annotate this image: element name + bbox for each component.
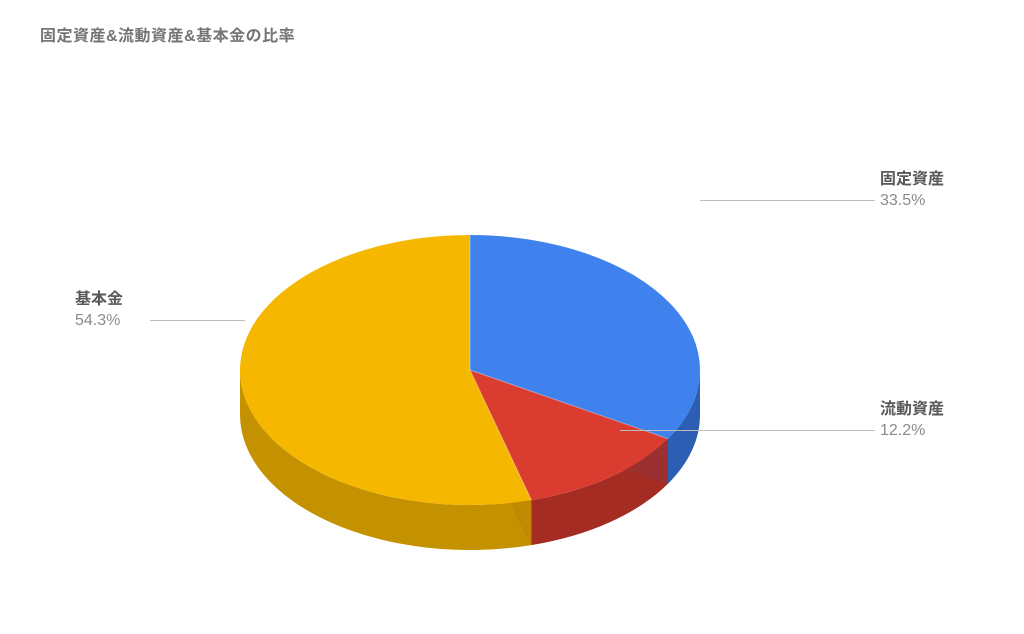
leader-line [150,320,245,321]
leader-line [620,430,875,431]
slice-label: 流動資産 12.2% [880,400,944,442]
slice-label: 基本金 54.3% [75,290,123,332]
slice-percent: 12.2% [880,421,944,442]
slice-name: 流動資産 [880,401,944,418]
slice-percent: 54.3% [75,311,123,332]
slice-name: 固定資産 [880,171,944,188]
slice-percent: 33.5% [880,191,944,212]
slice-name: 基本金 [75,291,123,308]
slice-label: 固定資産 33.5% [880,170,944,212]
chart-title: 固定資産&流動資産&基本金の比率 [40,22,295,46]
leader-line [700,200,875,201]
pie-chart [0,60,1024,620]
